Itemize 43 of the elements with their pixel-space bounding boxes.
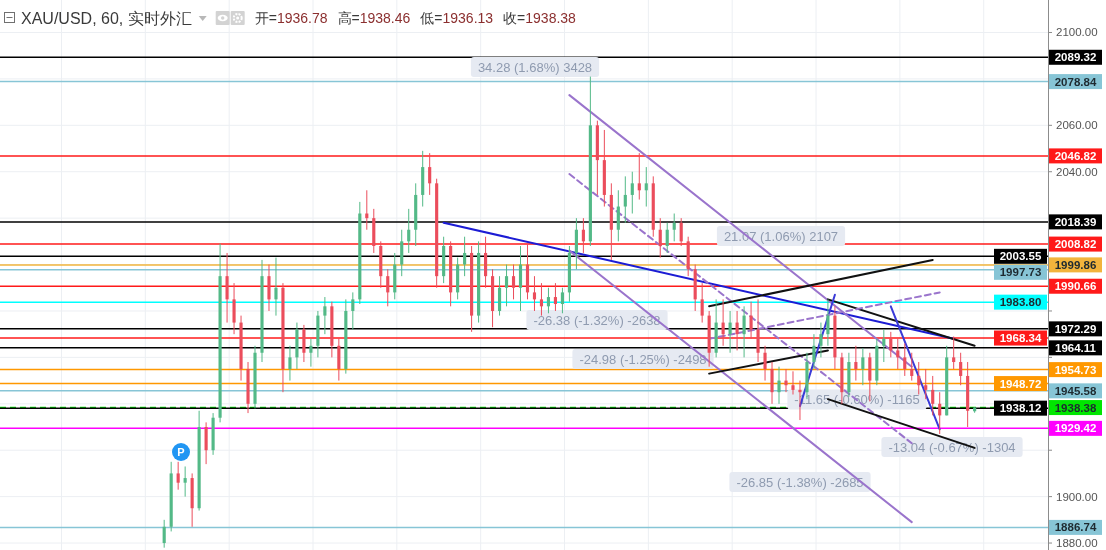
ref-line-label: 1983.80: [999, 296, 1042, 309]
ref-line-label: 1964.11: [1055, 341, 1097, 354]
y-tick-label: 1880.00: [1056, 537, 1098, 550]
price-tag: 1964.11: [1049, 340, 1102, 356]
annotation: -24.98 (-1.25%) -2498: [572, 349, 714, 369]
ref-line-label: 1929.42: [1054, 422, 1097, 435]
price-tag: 2046.82: [1049, 148, 1102, 164]
price-tag: 1954.73: [1049, 362, 1102, 378]
y-tick-label: 2060.00: [1056, 119, 1098, 132]
subtitle: 开=1936.78 高=1938.46 低=1936.13 收=1938.38: [254, 10, 576, 26]
annotation-badge: P: [172, 443, 190, 461]
ref-line-label: 2046.82: [1054, 149, 1097, 162]
ref-line-label: 1968.34: [999, 332, 1042, 345]
ref-line-label: 1990.66: [1054, 280, 1097, 293]
price-tag: 1999.86: [1049, 257, 1102, 273]
ref-line-label: 1997.73: [999, 266, 1042, 279]
annotation: 34.28 (1.68%) 3428: [470, 57, 600, 77]
ref-line-label: 2089.32: [1054, 51, 1097, 64]
annotation: -24.98 (-1.25%) -2498: [579, 351, 707, 367]
ref-line-label: 1886.74: [1054, 521, 1097, 534]
ref-line-label: 1938.38: [1054, 401, 1097, 414]
ref-line-label: 1945.58: [1054, 384, 1097, 397]
ref-line-label: 2078.84: [1054, 75, 1097, 88]
ref-line-label: 1972.29: [1054, 322, 1097, 335]
price-tag: 1948.72: [994, 376, 1047, 392]
y-tick-label: 2040.00: [1056, 165, 1098, 178]
ref-line-label: 1999.86: [1054, 258, 1097, 271]
ref-line-label: 2008.82: [1054, 238, 1097, 251]
ref-line-label: 2003.55: [999, 250, 1042, 263]
price-tag: 1938.38: [1049, 400, 1102, 416]
title: XAU/USD, 60, 实时外汇: [21, 9, 192, 27]
price-tag: 2078.84: [1049, 74, 1102, 90]
ref-line-label: 1938.12: [999, 402, 1042, 415]
y-tick-label: 2100.00: [1056, 26, 1098, 39]
price-tag: 1972.29: [1049, 321, 1102, 337]
ref-line-label: 1954.73: [1054, 363, 1097, 376]
annotation: P: [177, 446, 185, 458]
price-tag: 2018.39: [1049, 214, 1102, 230]
y-tick-label: 1900.00: [1056, 490, 1098, 503]
annotation: 34.28 (1.68%) 3428: [477, 59, 593, 75]
price-tag: 1945.58: [1049, 383, 1102, 399]
ref-line-label: 1948.72: [999, 377, 1042, 390]
ref-line-label: 2018.39: [1054, 215, 1097, 228]
